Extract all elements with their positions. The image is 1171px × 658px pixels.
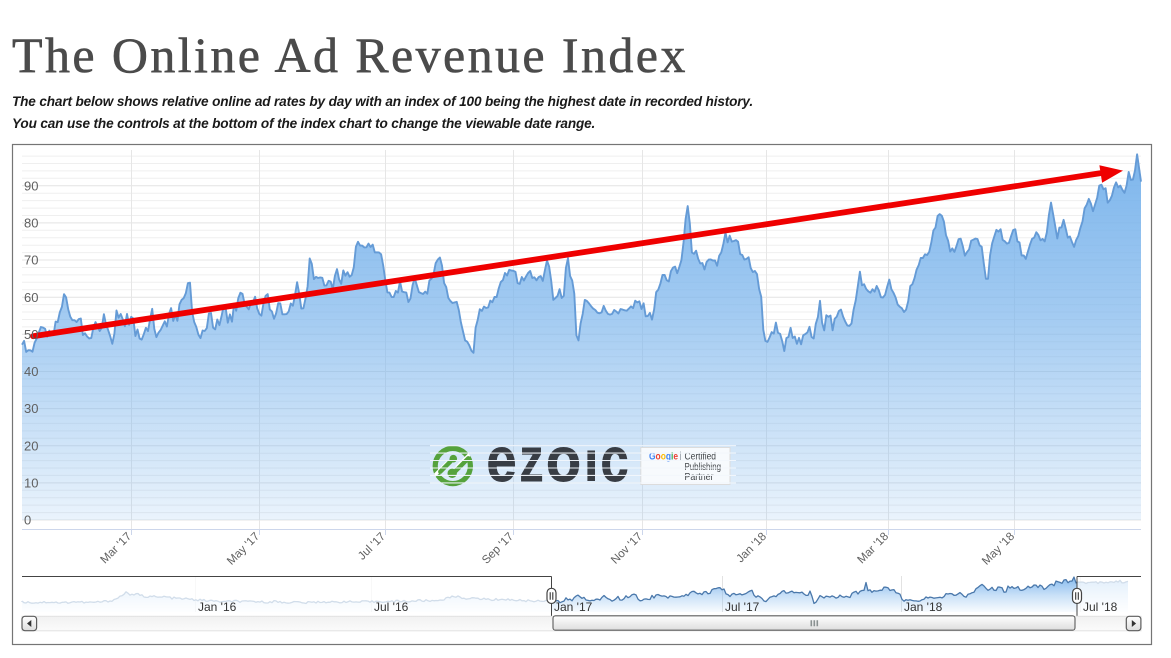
svg-text:0: 0: [24, 513, 31, 528]
svg-text:30: 30: [24, 401, 38, 416]
svg-text:Jan '16: Jan '16: [198, 600, 237, 614]
svg-text:60: 60: [24, 290, 38, 305]
svg-text:Jan '17: Jan '17: [554, 600, 593, 614]
svg-text:70: 70: [24, 253, 38, 268]
svg-text:80: 80: [24, 216, 38, 231]
svg-text:40: 40: [24, 364, 38, 379]
svg-text:Jul '17: Jul '17: [725, 600, 760, 614]
svg-text:Google: Google: [649, 452, 678, 463]
svg-text:Partner: Partner: [685, 472, 715, 483]
svg-text:10: 10: [24, 476, 38, 491]
svg-text:Jan '18: Jan '18: [904, 600, 943, 614]
svg-text:20: 20: [24, 438, 38, 453]
svg-text:Jul '18: Jul '18: [1083, 600, 1118, 614]
svg-text:90: 90: [24, 178, 38, 193]
svg-text:Publishing: Publishing: [685, 462, 722, 473]
svg-text:50: 50: [24, 327, 38, 342]
svg-text:Certified: Certified: [685, 452, 717, 463]
svg-text:Jul '16: Jul '16: [374, 600, 409, 614]
